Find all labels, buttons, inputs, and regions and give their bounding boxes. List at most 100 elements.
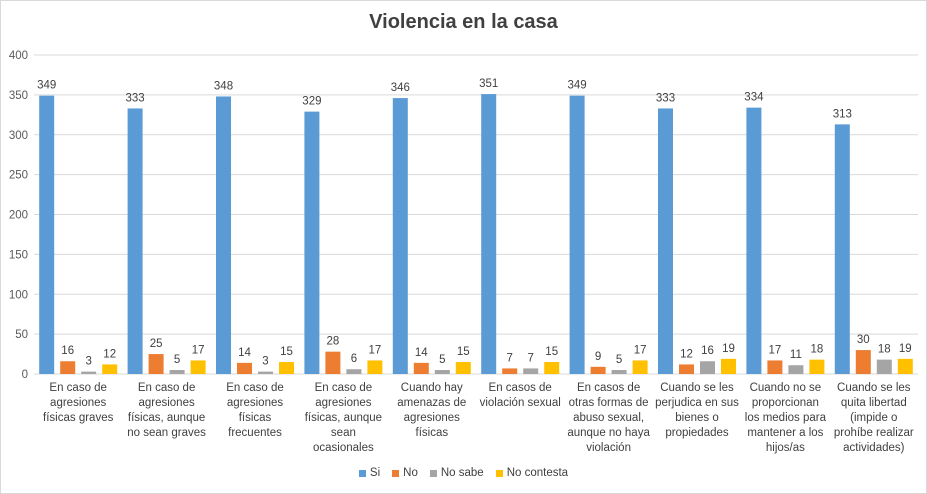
bar (569, 95, 585, 375)
x-tick-label: En caso de agresiones físicas frecuentes (226, 382, 284, 439)
x-tick-label: En caso de agresiones físicas, aunque se… (304, 382, 383, 454)
chart-title: Violencia en la casa (369, 11, 558, 33)
bar (590, 366, 606, 374)
data-label: 16 (61, 345, 74, 357)
data-label: 351 (479, 78, 498, 90)
y-tick-label: 350 (9, 90, 28, 102)
x-tick-label: Cuando se les perjudica en sus bienes o … (655, 382, 739, 439)
data-label: 349 (568, 80, 587, 92)
data-label: 313 (833, 108, 852, 120)
bar (544, 362, 560, 374)
bar (102, 364, 118, 374)
data-label: 19 (899, 343, 912, 355)
data-label: 18 (811, 344, 824, 356)
data-label: 17 (192, 344, 205, 356)
data-label: 15 (280, 346, 293, 358)
data-label: 5 (439, 354, 445, 366)
legend-item: No contesta (495, 467, 569, 479)
data-label: 30 (857, 334, 870, 346)
data-label: 348 (214, 80, 233, 92)
data-label: 28 (327, 336, 340, 348)
data-label: 329 (302, 96, 321, 108)
bar (788, 365, 804, 374)
data-label: 12 (680, 348, 693, 360)
bar (455, 362, 471, 374)
x-tick-label: Cuando se les quita libertad (impide o p… (833, 382, 914, 454)
data-label: 6 (351, 353, 357, 365)
data-label: 346 (391, 82, 410, 94)
data-label: 5 (616, 354, 622, 366)
bar (855, 350, 871, 374)
bar (279, 362, 294, 374)
y-tick-label: 50 (15, 329, 28, 341)
bar (700, 361, 715, 374)
y-tick-label: 400 (9, 50, 28, 62)
data-label: 9 (595, 351, 601, 363)
legend-item: No sabe (429, 467, 484, 479)
y-tick-label: 150 (9, 249, 28, 261)
bar (127, 108, 143, 375)
x-tick-label: En caso de agresiones físicas graves (43, 382, 114, 424)
x-tick-label: En casos de violación sexual (479, 382, 561, 409)
bar (346, 369, 362, 374)
bar (809, 359, 825, 374)
data-label: 14 (415, 347, 428, 359)
bar (392, 98, 408, 374)
bar (658, 108, 673, 375)
bar (169, 370, 185, 374)
x-tick-label: En casos de otras formas de abuso sexual… (567, 382, 650, 454)
legend-label: No (403, 467, 418, 479)
x-tick-label: Cuando no se proporcionan los medios par… (744, 382, 826, 454)
bar (237, 362, 252, 374)
data-label: 17 (634, 344, 647, 356)
bar (721, 358, 736, 374)
data-label: 12 (103, 348, 116, 360)
legend-label: Si (369, 467, 381, 479)
data-label: 7 (506, 352, 512, 364)
bar (746, 107, 762, 374)
data-label: 18 (878, 344, 891, 356)
y-tick-label: 300 (9, 130, 28, 142)
bar (481, 94, 497, 374)
data-label: 25 (150, 338, 163, 350)
bar (897, 358, 913, 374)
data-label: 349 (37, 80, 56, 92)
bar (632, 360, 648, 374)
data-label: 11 (790, 349, 802, 361)
data-label: 7 (527, 352, 533, 364)
legend-swatch (429, 469, 437, 477)
data-label: 333 (126, 92, 145, 104)
y-tick-label: 100 (9, 289, 28, 301)
bar (611, 370, 627, 374)
bar (60, 361, 76, 374)
y-tick-label: 200 (9, 210, 28, 222)
legend-swatch (495, 469, 503, 477)
legend-item: Si (358, 467, 381, 479)
bar (502, 368, 518, 374)
bar (148, 354, 164, 374)
data-label: 3 (262, 356, 268, 368)
data-label: 15 (545, 346, 558, 358)
legend-label: No sabe (440, 467, 484, 479)
bar (367, 360, 383, 374)
data-label: 334 (744, 92, 764, 104)
bar (767, 360, 783, 374)
data-label: 3 (85, 356, 91, 368)
bar (834, 124, 850, 374)
data-label: 5 (174, 354, 180, 366)
bar (434, 370, 450, 374)
legend-swatch (392, 469, 400, 477)
legend-item: No (392, 467, 418, 479)
x-tick-label: En caso de agresiones físicas, aunque no… (127, 382, 206, 439)
bar (679, 364, 694, 374)
bar (325, 351, 341, 374)
bar (304, 111, 320, 374)
bar (81, 371, 97, 374)
bar (190, 360, 206, 374)
y-tick-label: 0 (22, 369, 28, 381)
x-tick-label: Cuando hay amenazas de agresiones física… (397, 382, 467, 439)
data-label: 16 (701, 345, 714, 357)
legend-label: No contesta (506, 467, 569, 479)
data-label: 333 (656, 92, 675, 104)
